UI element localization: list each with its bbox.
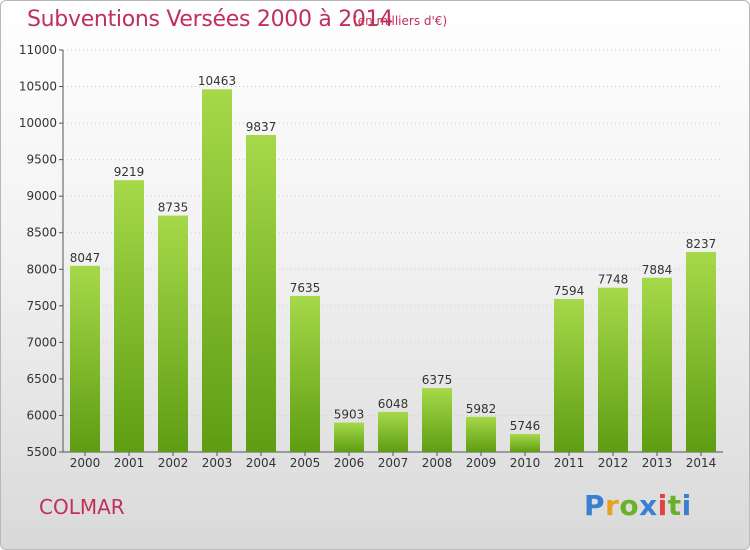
y-tick-labels: 5500 6000 6500 7000 7500 8000 8500 9000 9500 1000… (19, 43, 57, 459)
bar-2005 (290, 295, 320, 452)
logo-letter: i (681, 489, 692, 522)
value-label-2001: 9219 (114, 165, 145, 179)
bar-2010 (510, 434, 540, 452)
y-tick-label: 7000 (26, 335, 57, 349)
y-tick-label: 11000 (19, 43, 57, 57)
chart-subtitle: (en milliers d'€) (353, 14, 448, 28)
y-tick-label: 8500 (26, 226, 57, 240)
value-label-2010: 5746 (510, 419, 541, 433)
x-tick-label-2003: 2003 (202, 456, 233, 470)
value-label-2011: 7594 (554, 284, 585, 298)
bar-2006 (334, 422, 364, 452)
value-label-2013: 7884 (642, 263, 673, 277)
bar-2003 (202, 89, 232, 452)
x-tick-label-2012: 2012 (598, 456, 629, 470)
value-label-2004: 9837 (246, 120, 277, 134)
value-label-2002: 8735 (158, 201, 189, 215)
logo-letter: r (605, 489, 620, 522)
x-tick-label-2013: 2013 (642, 456, 673, 470)
y-tick-label: 9500 (26, 153, 57, 167)
y-tick-label: 6000 (26, 408, 57, 422)
y-tick-label: 9000 (26, 189, 57, 203)
y-tick-label: 5500 (26, 445, 57, 459)
value-label-2003: 10463 (198, 74, 236, 88)
proxiti-logo[interactable]: Proxiti (584, 489, 692, 522)
bar-2014 (686, 251, 716, 452)
x-tick-label-2009: 2009 (466, 456, 497, 470)
y-tick-label: 10000 (19, 116, 57, 130)
bar-2011 (554, 298, 584, 452)
logo-letter: i (657, 489, 668, 522)
y-tick-label: 6500 (26, 372, 57, 386)
x-tick-label-2014: 2014 (686, 456, 717, 470)
value-label-2005: 7635 (290, 281, 321, 295)
bar-2004 (246, 135, 276, 452)
x-tick-label-2005: 2005 (290, 456, 321, 470)
bar-2002 (158, 215, 188, 452)
bar-2000 (70, 265, 100, 452)
y-tick-label: 10500 (19, 80, 57, 94)
bar-2008 (422, 388, 452, 452)
bar-2012 (598, 287, 628, 452)
city-name: COLMAR (39, 495, 125, 519)
value-label-2008: 6375 (422, 373, 453, 387)
logo-letter: o (619, 489, 640, 522)
y-tick-label: 8000 (26, 262, 57, 276)
grid-lines (59, 49, 723, 453)
value-label-2012: 7748 (598, 273, 629, 287)
x-tick-label-2011: 2011 (554, 456, 585, 470)
value-label-2014: 8237 (686, 237, 717, 251)
bar-2013 (642, 277, 672, 452)
value-label-2007: 6048 (378, 397, 409, 411)
x-tick-labels: 2000 2001 2002 2003 2004 2005 2006 2007 2008 2009… (70, 456, 717, 470)
bar-2009 (466, 416, 496, 452)
data-labels: 8047 9219 8735 10463 9837 7635 5903 6048 6375 598… (70, 74, 717, 433)
bars (70, 89, 716, 452)
chart-title: Subventions Versées 2000 à 2014 (27, 7, 394, 32)
logo-letter: P (584, 489, 606, 522)
logo-letter: t (667, 489, 682, 522)
x-tick-label-2000: 2000 (70, 456, 101, 470)
value-label-2009: 5982 (466, 402, 497, 416)
bar-2001 (114, 180, 144, 452)
logo-letter: x (639, 489, 658, 522)
x-tick-label-2001: 2001 (114, 456, 145, 470)
bar-2007 (378, 411, 408, 452)
x-tick-label-2008: 2008 (422, 456, 453, 470)
x-tick-label-2010: 2010 (510, 456, 541, 470)
x-tick-label-2004: 2004 (246, 456, 277, 470)
x-tick-label-2007: 2007 (378, 456, 409, 470)
x-tick-label-2002: 2002 (158, 456, 189, 470)
y-tick-label: 7500 (26, 299, 57, 313)
value-label-2006: 5903 (334, 408, 365, 422)
value-label-2000: 8047 (70, 251, 101, 265)
x-tick-label-2006: 2006 (334, 456, 365, 470)
